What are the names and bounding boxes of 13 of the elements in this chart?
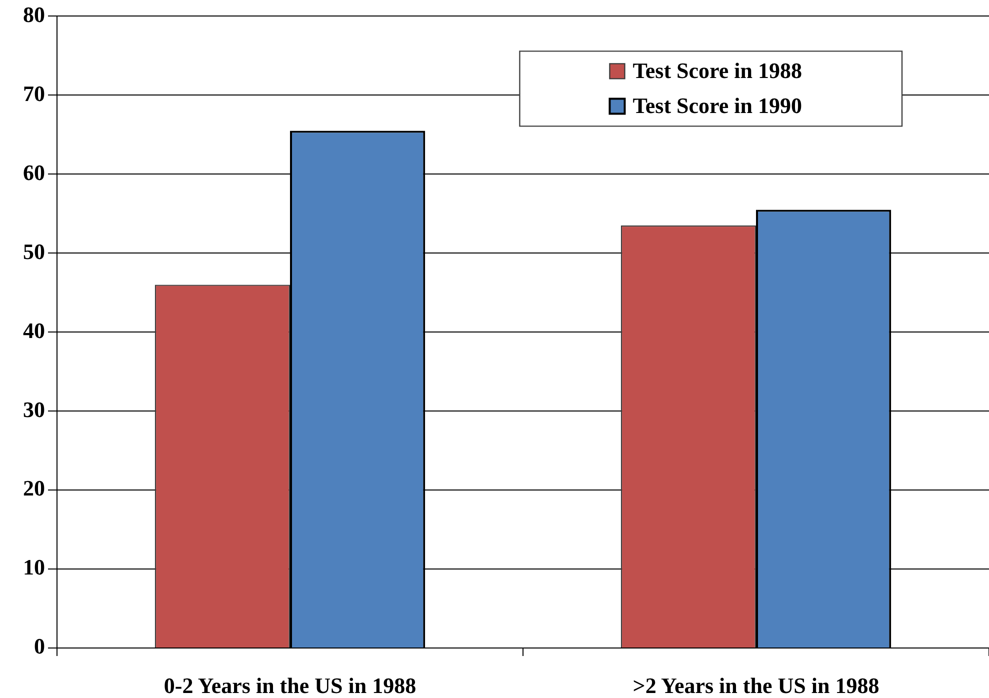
x-tick-label: >2 Years in the US in 1988 (632, 672, 880, 698)
y-tick-label: 50 (23, 238, 45, 264)
x-tick-label: 0-2 Years in the US in 1988 (164, 672, 416, 698)
y-tick-label: 70 (23, 80, 45, 106)
y-tick-label: 0 (34, 634, 45, 659)
legend-label: Test Score in 1988 (632, 58, 802, 83)
y-tick-label: 60 (23, 160, 45, 185)
y-tick-label: 20 (23, 476, 45, 501)
y-tick-label: 30 (23, 396, 45, 422)
y-tick-label: 80 (23, 2, 45, 27)
y-tick-label: 40 (23, 318, 45, 343)
y-tick-label: 10 (23, 554, 45, 580)
legend-label: Test Score in 1990 (632, 92, 802, 118)
